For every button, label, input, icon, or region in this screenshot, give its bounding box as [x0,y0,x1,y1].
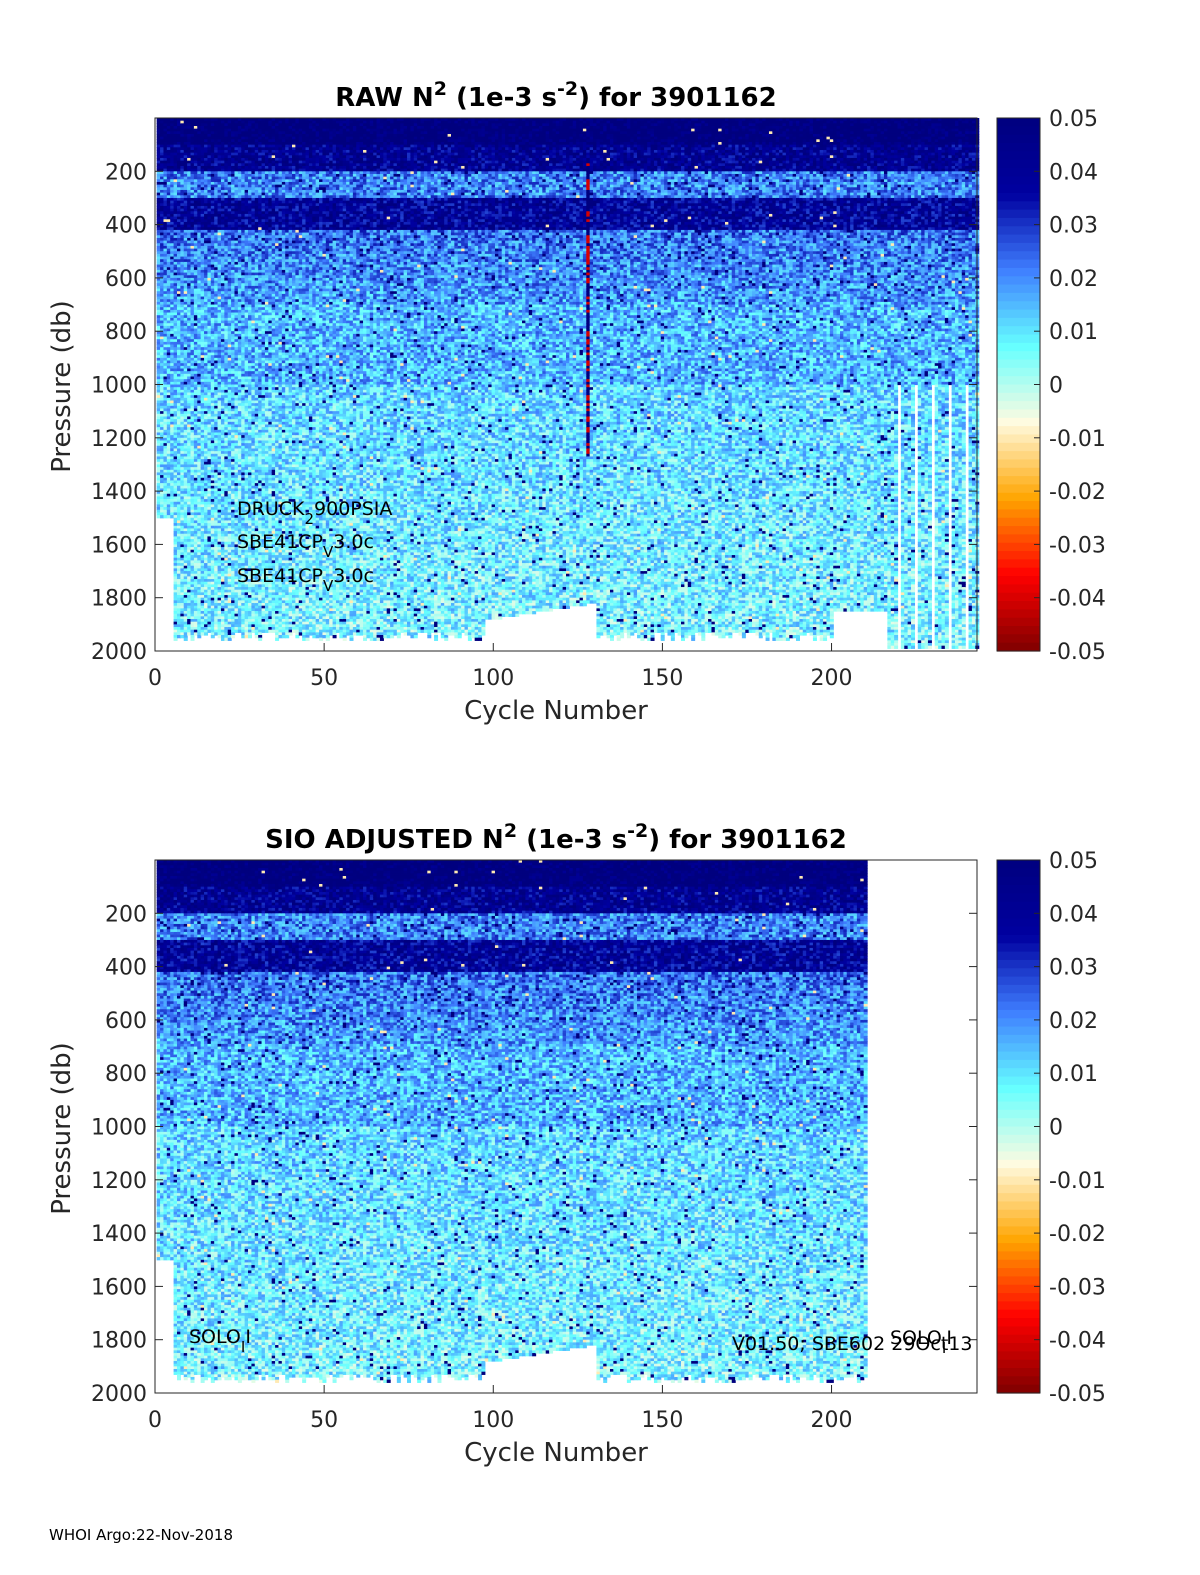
chart-title: SIO ADJUSTED N2 (1e-3 s-2) for 3901162 [265,820,847,855]
chart-panel-2: SIO ADJUSTED N2 (1e-3 s-2) for 3901162 0 5… [47,820,1106,1468]
y-tick-label: 600 [105,267,147,292]
colorbar-tick-label: 0.03 [1049,214,1098,239]
heatmap-cells [157,860,868,1383]
y-tick-label: 800 [105,1062,147,1087]
colorbar-tick-label: -0.03 [1049,1275,1106,1300]
y-tick-label: 1600 [91,1275,147,1300]
y-tick-label: 1000 [91,374,147,399]
colorbar: 0.05 0.04 0.03 0.02 0.01 0 -0.01 -0.02 -0.03 -0.0… [997,849,1106,1407]
colorbar-tick-label: -0.05 [1049,640,1106,665]
colorbar-tick-label: -0.05 [1049,1382,1106,1407]
y-tick-label: 2000 [91,1382,147,1407]
y-axis-label: Pressure (db) [47,1042,77,1215]
colorbar-tick-label: 0.04 [1049,160,1098,185]
chart-panel-1: RAW N2 (1e-3 s-2) for 3901162 0 50 100 150 20… [47,78,1106,726]
x-tick-label: 100 [472,1408,514,1433]
x-tick-label: 200 [811,666,853,691]
y-axis-label: Pressure (db) [47,300,77,473]
y-tick-label: 1200 [91,427,147,452]
footer-text: WHOI Argo:22-Nov-2018 [49,1526,233,1544]
y-tick-label: 200 [105,160,147,185]
colorbar-tick-label: -0.02 [1049,480,1106,505]
y-tick-label: 1800 [91,587,147,612]
colorbar-tick-label: 0.01 [1049,320,1098,345]
chart-title: RAW N2 (1e-3 s-2) for 3901162 [335,78,777,113]
colorbar-tick-label: -0.02 [1049,1222,1106,1247]
x-tick-label: 200 [811,1408,853,1433]
x-tick-label: 150 [641,1408,683,1433]
y-tick-label: 800 [105,320,147,345]
colorbar-tick-label: 0.02 [1049,267,1098,292]
y-tick-label: 200 [105,902,147,927]
colorbar-tick-label: 0.04 [1049,902,1098,927]
colorbar-tick-label: 0.05 [1049,849,1098,874]
colorbar-tick-label: 0.05 [1049,107,1098,132]
x-axis-label: Cycle Number [464,696,648,726]
colorbar-tick-label: -0.01 [1049,427,1106,452]
y-tick-label: 1400 [91,1222,147,1247]
y-tick-label: 1200 [91,1169,147,1194]
colorbar-tick-label: -0.04 [1049,587,1106,612]
colorbar-tick-label: -0.03 [1049,533,1106,558]
colorbar: 0.05 0.04 0.03 0.02 0.01 0 -0.01 -0.02 -0.03 -0.0… [997,107,1106,665]
x-tick-label: 50 [310,666,338,691]
colorbar-tick-label: 0 [1049,1116,1063,1141]
colorbar-tick-label: 0.01 [1049,1062,1098,1087]
x-tick-label: 0 [148,666,162,691]
y-tick-label: 600 [105,1009,147,1034]
y-tick-label: 1400 [91,480,147,505]
x-tick-label: 150 [641,666,683,691]
y-tick-label: 1600 [91,533,147,558]
x-tick-label: 0 [148,1408,162,1433]
colorbar-tick-label: 0 [1049,374,1063,399]
colorbar-tick-label: -0.04 [1049,1329,1106,1354]
y-tick-label: 1800 [91,1329,147,1354]
x-tick-label: 100 [472,666,514,691]
y-tick-label: 2000 [91,640,147,665]
x-tick-label: 50 [310,1408,338,1433]
colorbar-tick-label: 0.03 [1049,956,1098,981]
x-axis-label: Cycle Number [464,1438,648,1468]
y-tick-label: 400 [105,214,147,239]
colorbar-tick-label: 0.02 [1049,1009,1098,1034]
colorbar-tick-label: -0.01 [1049,1169,1106,1194]
y-tick-label: 400 [105,956,147,981]
y-tick-label: 1000 [91,1116,147,1141]
